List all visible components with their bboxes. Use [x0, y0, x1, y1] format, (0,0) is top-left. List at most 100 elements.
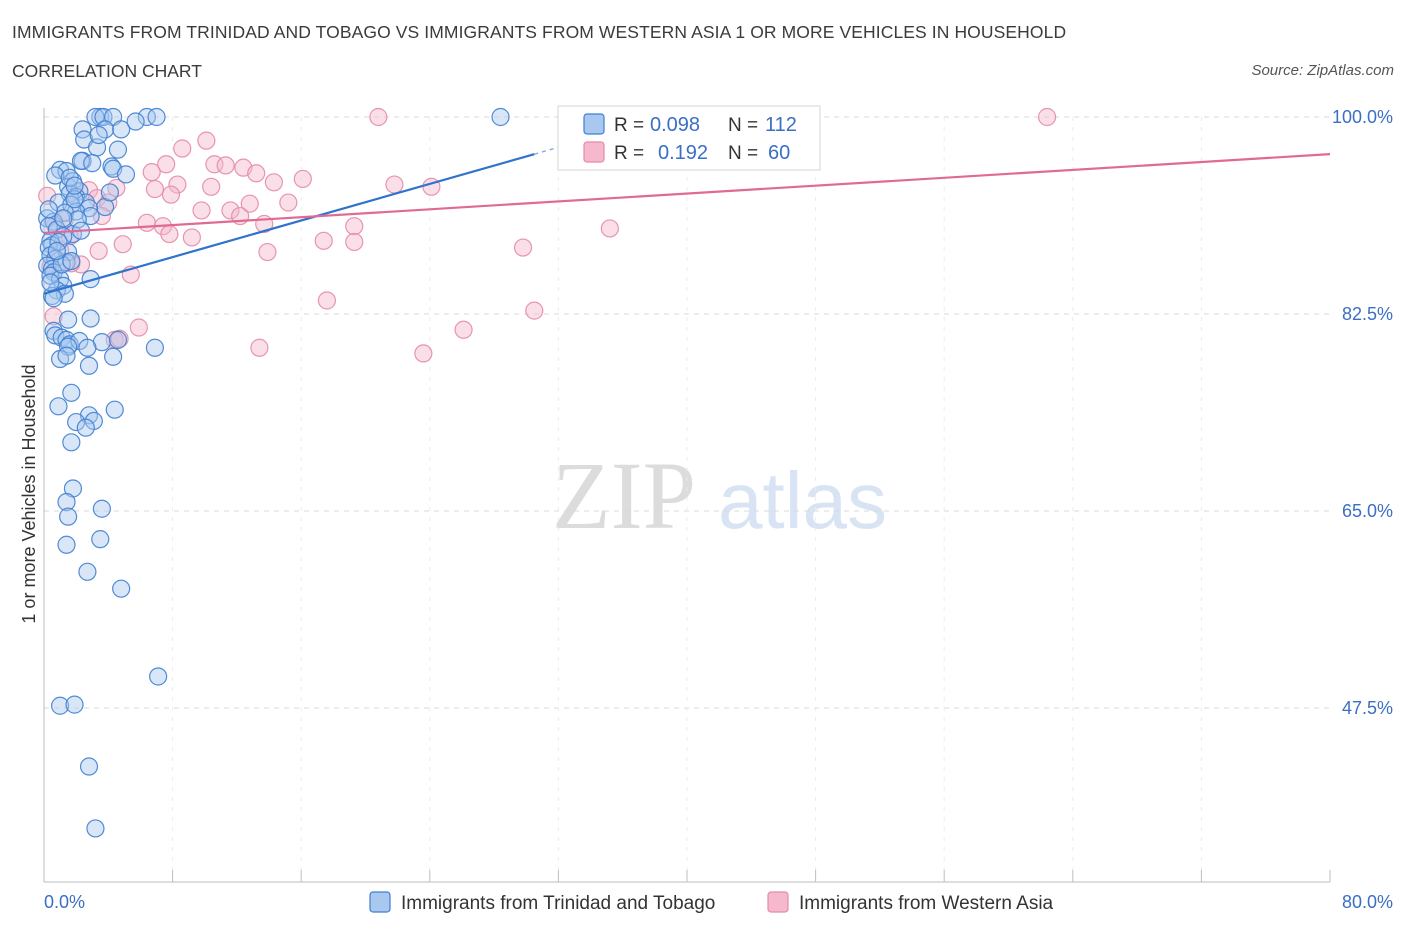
data-point-trinidad	[89, 125, 108, 145]
data-point-trinidad	[116, 165, 136, 184]
data-point-western-asia	[414, 344, 433, 363]
data-point-western-asia	[279, 193, 298, 212]
data-point-trinidad	[39, 200, 58, 219]
data-point-trinidad	[86, 819, 105, 838]
data-point-trinidad	[100, 183, 120, 202]
data-point-trinidad	[47, 241, 66, 261]
data-point-western-asia	[145, 179, 165, 199]
data-point-western-asia	[345, 232, 364, 252]
y-tick-label: 65.0%	[1342, 501, 1393, 521]
data-point-trinidad	[71, 151, 91, 171]
series-western-asia-points	[38, 107, 1057, 363]
data-point-trinidad	[491, 107, 510, 127]
data-point-western-asia	[454, 320, 473, 339]
data-point-western-asia	[157, 155, 176, 174]
data-point-trinidad	[78, 562, 97, 581]
series-legend-label-pink: Immigrants from Western Asia	[799, 893, 1054, 914]
data-point-western-asia	[600, 219, 619, 238]
data-point-trinidad	[92, 499, 111, 518]
data-point-trinidad	[78, 338, 97, 357]
data-point-western-asia	[89, 241, 108, 261]
data-point-trinidad	[104, 347, 123, 366]
data-point-trinidad	[108, 140, 128, 159]
series-trinidad-points	[38, 107, 510, 838]
data-point-trinidad	[145, 338, 165, 357]
source-label: Source: ZipAtlas.com	[1251, 62, 1394, 79]
data-point-western-asia	[293, 169, 312, 189]
stats-legend: R = 0.098 N = 112 R = 0.192 N = 60	[557, 105, 821, 171]
data-point-trinidad	[76, 418, 95, 437]
watermark-zip: ZIP	[552, 442, 696, 549]
data-point-trinidad	[65, 176, 84, 195]
data-point-western-asia	[240, 194, 259, 213]
data-point-trinidad	[41, 273, 60, 292]
watermark-atlas: atlas	[718, 456, 887, 545]
data-point-trinidad	[81, 309, 100, 328]
trend-line-trinidad	[43, 153, 535, 295]
x-tick-label-max: 80.0%	[1342, 892, 1393, 912]
data-point-western-asia	[197, 131, 216, 150]
data-point-trinidad	[95, 197, 115, 217]
data-point-western-asia	[385, 175, 404, 194]
data-point-trinidad	[149, 667, 168, 686]
data-point-trinidad	[79, 356, 99, 375]
data-point-western-asia	[161, 185, 181, 204]
data-point-trinidad	[62, 383, 81, 402]
data-point-western-asia	[44, 307, 63, 326]
data-point-trinidad	[62, 433, 81, 452]
data-point-trinidad	[91, 530, 110, 549]
data-point-western-asia	[38, 186, 57, 205]
legend-r-value-blue: 0.098	[650, 114, 700, 136]
data-point-western-asia	[113, 235, 132, 254]
data-point-trinidad	[112, 120, 131, 139]
data-point-western-asia	[314, 231, 333, 250]
legend-swatch-blue	[583, 113, 605, 135]
data-point-trinidad	[57, 492, 76, 512]
data-point-trinidad	[137, 107, 156, 127]
data-point-western-asia	[142, 163, 161, 182]
data-point-trinidad	[147, 107, 166, 127]
data-point-western-asia	[71, 255, 91, 274]
chart-subtitle: CORRELATION CHART	[12, 61, 202, 81]
data-point-western-asia	[317, 291, 337, 310]
series-legend: Immigrants from Trinidad and Tobago Immi…	[369, 891, 1054, 914]
y-tick-label: 47.5%	[1342, 698, 1393, 718]
series-legend-label-blue: Immigrants from Trinidad and Tobago	[401, 893, 715, 914]
data-point-western-asia	[216, 156, 235, 175]
x-tick-label-min: 0.0%	[44, 892, 85, 912]
data-point-western-asia	[1037, 107, 1057, 127]
data-point-western-asia	[202, 177, 221, 196]
data-point-western-asia	[129, 318, 148, 337]
data-point-trinidad	[52, 255, 71, 274]
data-point-western-asia	[513, 238, 533, 257]
data-point-trinidad	[67, 412, 86, 432]
data-point-trinidad	[59, 310, 78, 329]
data-point-trinidad	[49, 232, 68, 252]
data-point-trinidad	[50, 696, 70, 715]
y-axis-label: 1 or more Vehicles in Household	[19, 364, 39, 623]
data-point-trinidad	[105, 400, 124, 419]
legend-n-value-pink: 60	[768, 142, 790, 164]
data-point-trinidad	[57, 535, 76, 554]
data-point-western-asia	[250, 338, 269, 357]
data-point-trinidad	[108, 330, 128, 349]
data-point-trinidad	[65, 695, 84, 714]
series-legend-swatch-blue	[369, 891, 391, 913]
legend-n-label-pink: N =	[728, 143, 758, 164]
y-tick-label: 82.5%	[1342, 304, 1393, 324]
data-point-trinidad	[126, 112, 145, 131]
data-point-trinidad	[68, 210, 87, 229]
data-point-trinidad	[62, 251, 81, 271]
y-tick-labels: 100.0% 82.5% 65.0% 47.5%	[1332, 107, 1393, 718]
legend-n-value-blue: 112	[765, 114, 797, 136]
data-point-western-asia	[525, 301, 544, 320]
data-point-trinidad	[59, 507, 78, 526]
data-point-trinidad	[79, 757, 99, 776]
data-point-western-asia	[369, 107, 388, 127]
trend-line-western-asia	[43, 153, 1331, 235]
data-point-trinidad	[112, 579, 131, 598]
data-point-trinidad	[83, 154, 102, 173]
data-point-western-asia	[264, 173, 283, 192]
data-point-western-asia	[258, 242, 277, 262]
